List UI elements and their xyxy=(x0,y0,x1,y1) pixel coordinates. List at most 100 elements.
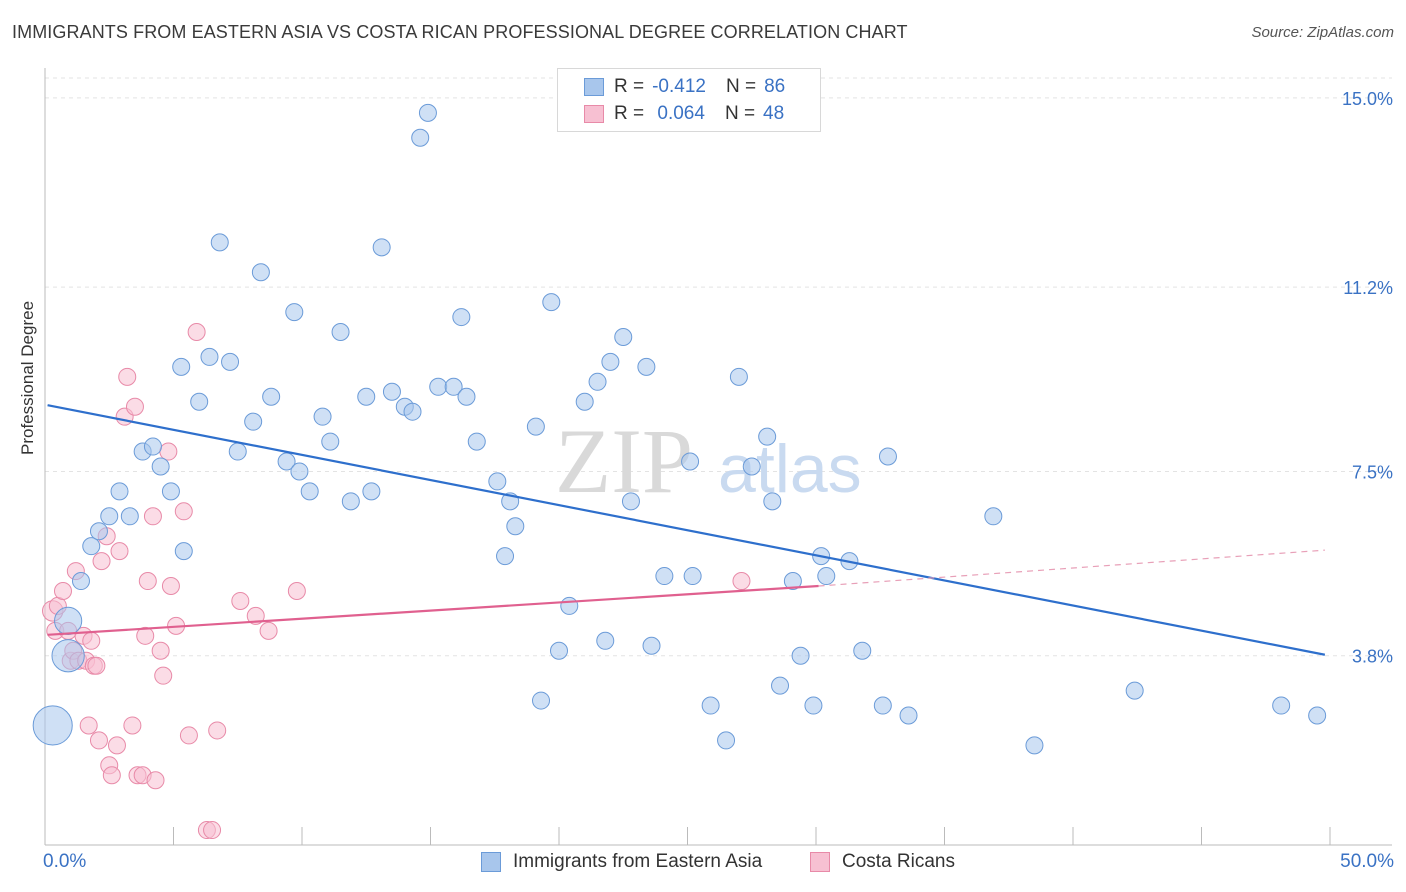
series-legend: Immigrants from Eastern Asia Costa Rican… xyxy=(0,851,1406,877)
trend-line-costa-ricans xyxy=(47,584,819,636)
trend-lines xyxy=(47,404,1326,656)
data-point xyxy=(763,492,782,511)
data-point xyxy=(92,552,111,571)
data-point xyxy=(560,596,579,615)
data-point xyxy=(1272,696,1291,715)
legend-row-eastern-asia: R = -0.412 N = 86 xyxy=(584,75,785,99)
data-point xyxy=(588,372,607,391)
series-legend-costa-ricans[interactable]: Costa Ricans xyxy=(810,851,955,873)
data-point xyxy=(701,696,720,715)
data-point xyxy=(151,457,170,476)
data-point xyxy=(791,646,810,665)
data-point xyxy=(290,462,309,481)
data-point xyxy=(783,572,802,591)
data-point xyxy=(542,293,561,312)
legend-n-label: N = xyxy=(724,103,756,124)
data-point xyxy=(771,676,790,695)
data-point xyxy=(143,507,162,526)
data-point xyxy=(341,492,360,511)
data-point xyxy=(411,128,430,147)
data-point xyxy=(231,591,250,610)
data-point xyxy=(32,705,73,746)
data-point xyxy=(429,377,448,396)
data-point xyxy=(984,507,1003,526)
data-point xyxy=(161,577,180,596)
data-point xyxy=(138,572,157,591)
data-point xyxy=(143,437,162,456)
data-point xyxy=(259,621,278,640)
data-point xyxy=(179,726,198,745)
data-point xyxy=(118,367,137,386)
data-point xyxy=(357,387,376,406)
legend-n-label: N = xyxy=(725,76,757,97)
data-point xyxy=(100,507,119,526)
data-point xyxy=(190,392,209,411)
data-point xyxy=(614,327,633,346)
data-point xyxy=(899,706,918,725)
series-eastern-asia xyxy=(32,103,1327,755)
data-point xyxy=(362,482,381,501)
y-tick-label: 15.0% xyxy=(1342,89,1393,109)
data-point xyxy=(161,482,180,501)
legend-swatch-blue xyxy=(584,78,604,96)
data-point xyxy=(418,103,437,122)
data-point xyxy=(82,537,101,556)
data-point xyxy=(89,731,108,750)
data-point xyxy=(403,402,422,421)
data-point xyxy=(526,417,545,436)
data-point xyxy=(174,542,193,561)
data-point xyxy=(313,407,332,426)
data-point xyxy=(200,347,219,366)
grid-lines xyxy=(45,77,1392,657)
trend-extension-costa-ricans xyxy=(818,549,1325,587)
data-point xyxy=(601,352,620,371)
series-legend-label: Costa Ricans xyxy=(842,851,955,872)
data-point xyxy=(372,238,391,257)
data-point xyxy=(1308,706,1327,725)
correlation-legend: R = -0.412 N = 86 R = 0.064 N = 48 xyxy=(557,68,821,132)
trend-line-eastern-asia xyxy=(47,404,1326,656)
data-point xyxy=(79,716,98,735)
data-point xyxy=(1025,736,1044,755)
data-point xyxy=(54,606,83,635)
data-point xyxy=(107,736,126,755)
data-point xyxy=(159,442,178,461)
data-point xyxy=(873,696,892,715)
data-point xyxy=(575,392,594,411)
data-point xyxy=(285,303,304,322)
data-point xyxy=(637,357,656,376)
series-legend-eastern-asia[interactable]: Immigrants from Eastern Asia xyxy=(481,851,762,873)
data-point xyxy=(550,641,568,660)
y-tick-labels: 3.8% 7.5% 11.2% 15.0% xyxy=(1342,89,1393,667)
data-point xyxy=(244,412,263,431)
data-point xyxy=(172,357,191,376)
y-tick-label: 3.8% xyxy=(1352,647,1393,667)
data-point xyxy=(208,721,227,740)
x-tick-max: 50.0% xyxy=(1340,851,1394,872)
data-point xyxy=(53,581,72,600)
data-point xyxy=(174,502,193,521)
source-note: Source: ZipAtlas.com xyxy=(1251,24,1394,41)
data-point xyxy=(210,233,229,252)
legend-r-value: 0.064 xyxy=(652,103,705,124)
x-tick-min: 0.0% xyxy=(43,851,87,872)
data-point xyxy=(457,387,476,406)
data-point xyxy=(51,639,85,673)
data-point xyxy=(110,542,129,561)
watermark-atlas: atlas xyxy=(718,431,862,507)
series-legend-label: Immigrants from Eastern Asia xyxy=(513,851,763,872)
legend-row-costa-ricans: R = 0.064 N = 48 xyxy=(584,102,784,126)
data-point xyxy=(228,442,247,461)
data-point xyxy=(732,572,751,591)
data-point xyxy=(331,323,350,342)
series-costa-ricans xyxy=(42,323,751,840)
data-point xyxy=(187,323,206,342)
series-swatch-pink xyxy=(810,852,830,872)
data-point xyxy=(596,631,615,650)
data-point xyxy=(382,382,401,401)
data-point xyxy=(452,308,471,327)
data-point xyxy=(221,352,240,371)
data-point xyxy=(853,641,872,660)
data-point xyxy=(151,641,170,660)
